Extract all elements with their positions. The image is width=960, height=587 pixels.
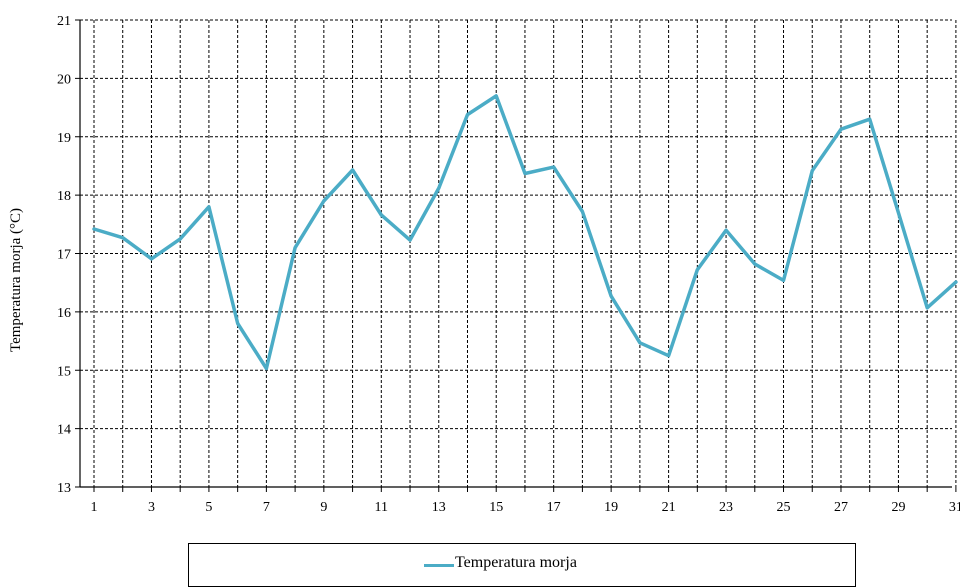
x-tick-label: 3	[148, 500, 155, 515]
legend: Temperatura morja	[188, 543, 856, 587]
y-axis-ticks: 13 14 15 16 17 18 19 20 21	[57, 14, 80, 496]
legend-label: Temperatura morja	[455, 554, 577, 572]
x-tick-label: 15	[489, 500, 503, 515]
x-tick-label: 31	[949, 500, 960, 515]
y-tick-label: 16	[57, 306, 71, 321]
y-axis-label: Temperatura morja (°C)	[8, 208, 24, 352]
x-tick-label: 9	[320, 500, 327, 515]
x-tick-label: 29	[891, 500, 905, 515]
x-tick-label: 1	[91, 500, 98, 515]
x-tick-label: 7	[263, 500, 270, 515]
y-tick-label: 13	[57, 481, 71, 496]
x-tick-label: 13	[432, 500, 446, 515]
legend-swatch	[424, 564, 454, 567]
y-tick-label: 14	[57, 423, 71, 438]
x-tick-label: 17	[547, 500, 561, 515]
x-tick-label: 21	[662, 500, 676, 515]
grid-lines	[80, 20, 956, 487]
x-tick-label: 11	[375, 500, 388, 515]
x-tick-label: 5	[205, 500, 212, 515]
x-tick-label: 23	[719, 500, 733, 515]
x-tick-label: 25	[777, 500, 791, 515]
y-tick-label: 19	[57, 131, 71, 146]
y-tick-label: 15	[57, 364, 71, 379]
y-tick-label: 18	[57, 189, 71, 204]
y-tick-label: 20	[57, 72, 71, 87]
y-tick-label: 21	[57, 14, 71, 29]
x-tick-label: 19	[604, 500, 618, 515]
x-tick-label: 27	[834, 500, 848, 515]
y-tick-label: 17	[57, 248, 71, 263]
